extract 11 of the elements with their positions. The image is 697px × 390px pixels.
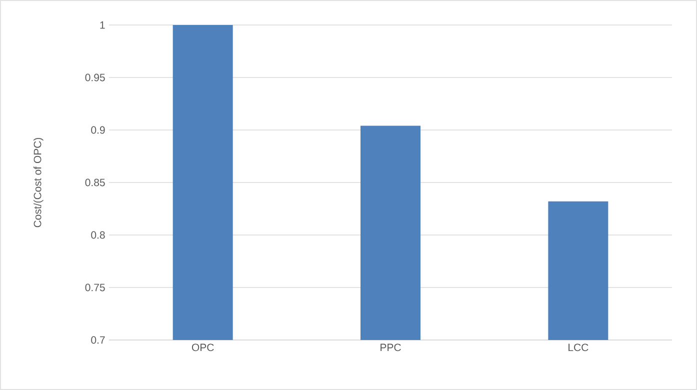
- y-tick-label: 0.9: [91, 126, 105, 134]
- y-tick-label: 0.8: [91, 231, 105, 239]
- y-tick-label: 0.7: [91, 336, 105, 344]
- x-tick-label: PPC: [380, 344, 401, 352]
- y-tick-label: 1: [100, 21, 105, 29]
- y-tick-label: 0.85: [85, 178, 105, 186]
- y-axis-title: Cost/(Cost of OPC): [34, 138, 44, 228]
- y-tick-label: 0.95: [85, 74, 105, 82]
- x-tick-label: LCC: [568, 344, 588, 352]
- x-tick-label: OPC: [192, 344, 214, 352]
- y-tick-label: 0.75: [85, 284, 105, 292]
